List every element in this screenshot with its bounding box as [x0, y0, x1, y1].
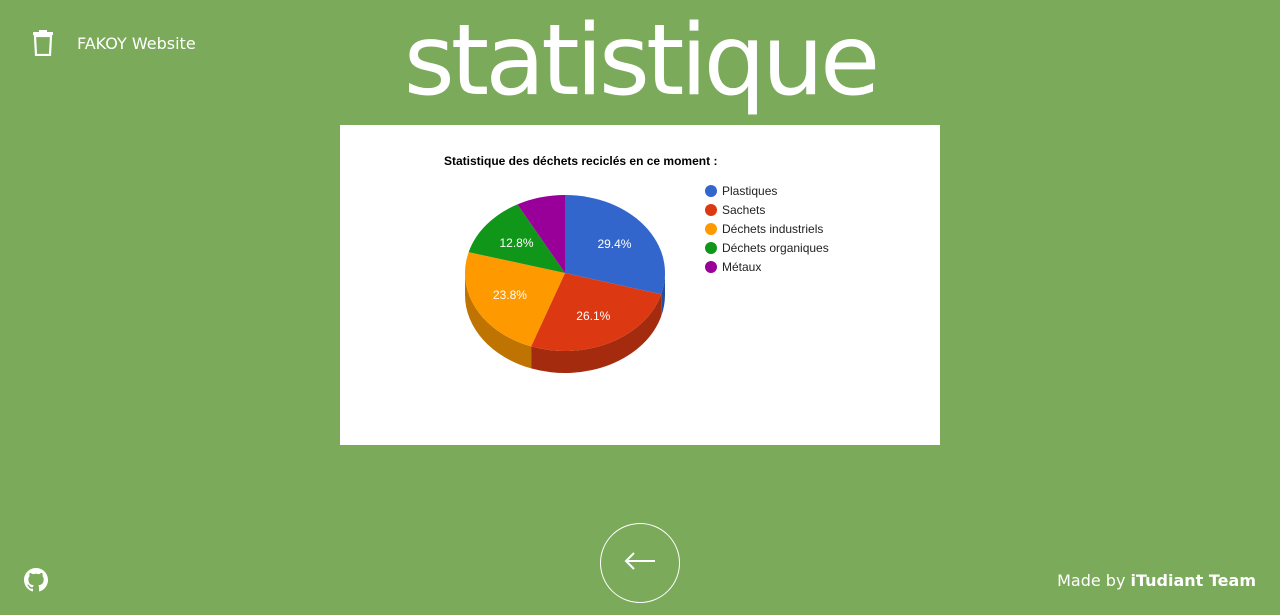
github-icon[interactable] [24, 568, 48, 592]
slice-dechets-industriels[interactable] [465, 252, 565, 347]
slice-side-dechets-industriels [465, 273, 532, 369]
slice-label-sachets: 26.1% [576, 309, 610, 323]
slice-dechets-organiques[interactable] [468, 204, 565, 273]
brand[interactable]: FAKOY Website [32, 30, 196, 57]
arrow-left-icon [623, 551, 657, 575]
slice-label-dechets-industriels: 23.8% [493, 288, 527, 302]
slice-label-dechets-organiques: 12.8% [499, 236, 533, 250]
chart-title: Statistique des déchets reciclés en ce m… [444, 154, 717, 168]
slice-side-plastiques [661, 273, 665, 317]
brand-label[interactable]: FAKOY Website [77, 33, 196, 53]
slice-sachets[interactable] [531, 273, 662, 351]
legend-swatch-sachets [705, 204, 717, 216]
legend-swatch-dechets-organiques [705, 242, 717, 254]
credit-team[interactable]: iTudiant Team [1130, 571, 1256, 590]
legend: Plastiques Sachets Déchets industriels Déch… [705, 184, 829, 274]
page-title: statistique [403, 4, 881, 118]
slice-label-plastiques: 29.4% [597, 237, 631, 251]
pie-labels: 29.4% 26.1% 23.8% 12.8% [493, 236, 632, 323]
legend-swatch-dechets-industriels [705, 223, 717, 235]
back-button[interactable] [600, 523, 680, 603]
legend-label-metaux[interactable]: Métaux [722, 260, 761, 274]
pie-slices [465, 195, 665, 351]
legend-label-plastiques[interactable]: Plastiques [722, 184, 777, 198]
credit-prefix: Made by [1057, 571, 1126, 590]
trash-icon [32, 30, 54, 57]
pie-chart: Statistique des déchets reciclés en ce m… [444, 154, 829, 373]
pie-sides [465, 273, 665, 373]
legend-label-sachets[interactable]: Sachets [722, 203, 765, 217]
legend-swatch-metaux [705, 261, 717, 273]
legend-label-dechets-organiques[interactable]: Déchets organiques [722, 241, 829, 255]
legend-label-dechets-industriels[interactable]: Déchets industriels [722, 222, 823, 236]
chart-card: Statistique des déchets reciclés en ce m… [340, 125, 940, 445]
slice-side-sachets [531, 294, 662, 373]
slice-metaux[interactable] [517, 195, 565, 273]
slice-plastiques[interactable] [565, 195, 665, 295]
footer-credit: Made by iTudiant Team [1057, 571, 1256, 590]
legend-swatch-plastiques [705, 185, 717, 197]
